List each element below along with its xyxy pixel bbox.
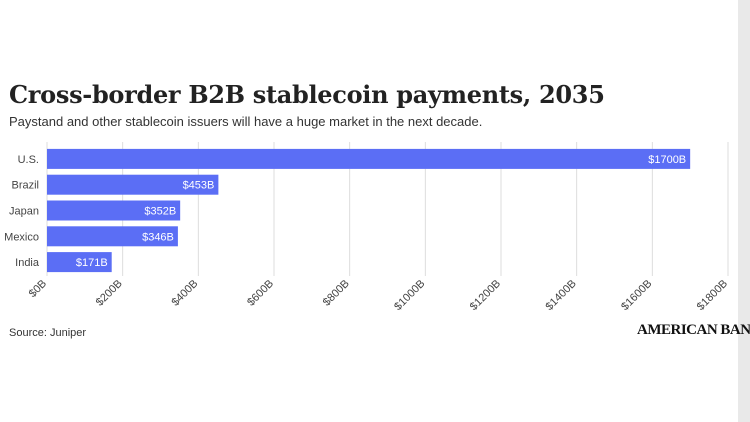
category-label: Brazil xyxy=(11,180,39,192)
chart-subtitle: Paystand and other stablecoin issuers wi… xyxy=(9,114,483,129)
x-tick-label: $1000B xyxy=(392,278,427,313)
bar-us xyxy=(47,148,691,169)
bar-mexico xyxy=(47,226,178,247)
category-label: Japan xyxy=(9,206,39,218)
data-label: $1700B xyxy=(648,154,686,166)
x-tick-label: $1600B xyxy=(619,278,654,313)
x-tick-label: $800B xyxy=(321,278,352,309)
bar-chart: $1700B U.S. $453B Brazil $352B Japan $346B Mexi… xyxy=(4,142,730,313)
data-label: $352B xyxy=(144,206,176,218)
x-tick-label: $1400B xyxy=(543,278,578,313)
x-tick-label: $0B xyxy=(27,278,49,300)
bar-brazil xyxy=(47,174,219,195)
data-label: $453B xyxy=(183,180,215,192)
x-tick-label: $1200B xyxy=(468,278,503,313)
category-label: India xyxy=(15,257,40,269)
data-label: $346B xyxy=(142,231,174,243)
category-label: U.S. xyxy=(18,154,39,166)
x-tick-label: $1800B xyxy=(695,278,730,313)
x-tick-label: $200B xyxy=(94,278,125,309)
x-tick-label: $600B xyxy=(245,278,276,309)
x-tick-label: $400B xyxy=(169,278,200,309)
data-label: $171B xyxy=(76,257,108,269)
bar-japan xyxy=(47,200,181,221)
bar-india xyxy=(47,252,112,273)
american-banker-logo: AMERICAN BANKER xyxy=(637,322,750,338)
category-label: Mexico xyxy=(4,231,39,243)
source-note: Source: Juniper xyxy=(9,327,87,339)
chart-title: Cross-border B2B stablecoin payments, 20… xyxy=(9,80,605,109)
